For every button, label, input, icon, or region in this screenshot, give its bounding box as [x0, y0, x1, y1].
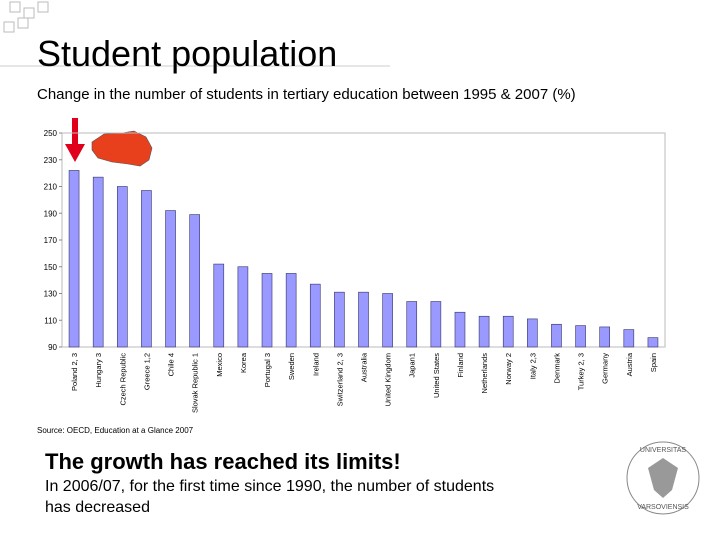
y-tick-label: 190 [44, 209, 58, 218]
bar [478, 315, 490, 348]
poland-map [91, 130, 153, 167]
x-tick-label: Australia [360, 352, 369, 382]
x-tick-label: Mexico [215, 353, 224, 377]
source: Source: OECD, Education at a Glance 2007 [37, 426, 194, 435]
bar [358, 291, 369, 348]
bar [213, 263, 225, 348]
x-tick-label: Czech Republic [118, 353, 127, 406]
x-tick-label: Germany [601, 353, 610, 384]
y-tick-label: 150 [44, 263, 58, 272]
y-tick-label: 250 [44, 129, 58, 138]
body-line: In 2006/07, for the first time since 199… [45, 478, 494, 495]
bar [406, 301, 418, 348]
x-tick-label: Portugal 3 [263, 353, 272, 387]
bar [575, 325, 586, 348]
x-tick-label: Hungary 3 [94, 353, 103, 388]
bar [261, 273, 273, 348]
heading: The growth has reached its limits! [45, 449, 401, 474]
slide-title: Student population [37, 33, 337, 74]
plot: 90 110 130 150 170 190 210 230 250 Poland 2, 3 Hun… [44, 129, 659, 413]
bar [527, 318, 538, 348]
arrow [65, 118, 85, 162]
x-tick-label: Ireland [311, 353, 320, 376]
y-tick-label: 230 [44, 156, 58, 165]
logo: UNIVERSITAS VARSOVIENSIS [626, 441, 700, 515]
bar [599, 326, 611, 348]
x-tick-label: Italy 2,3 [528, 353, 537, 379]
x-tick-label: Austria [625, 352, 634, 376]
x-tick-label: Switzerland 2, 3 [335, 353, 344, 406]
bar [551, 323, 562, 348]
x-tick-label: Finland [456, 353, 465, 378]
bar [141, 190, 152, 348]
x-tick-label: Netherlands [480, 353, 489, 394]
bar [68, 170, 80, 348]
x-tick-label: Greece 1,2 [142, 353, 151, 390]
bar [165, 210, 176, 348]
x-tick-label: Chile 4 [167, 353, 176, 376]
x-tick-label: United States [432, 353, 441, 398]
y-tick-label: 210 [44, 183, 58, 192]
x-tick-label: Denmark [552, 353, 561, 384]
bar [623, 329, 635, 348]
bar [237, 266, 249, 348]
y-tick-label: 170 [44, 236, 58, 245]
bar [285, 273, 297, 348]
bar [647, 337, 659, 348]
x-tick-label: Korea [239, 352, 248, 373]
x-tick-label: Spain [649, 353, 658, 372]
x-tick-label: Slovak Republic 1 [191, 353, 200, 413]
y-tick-label: 130 [44, 290, 58, 299]
logo-text: UNIVERSITAS [640, 447, 686, 454]
logo-text: VARSOVIENSIS [637, 504, 689, 511]
bar [430, 301, 442, 348]
bar [382, 293, 393, 348]
body-line: has decreased [45, 499, 150, 516]
x-tick-label: Norway 2 [504, 353, 513, 385]
bar [117, 186, 128, 348]
y-tick-label: 90 [48, 343, 57, 352]
decoration [0, 1, 390, 67]
x-tick-label: Turkey 2, 3 [577, 353, 586, 390]
x-tick-label: Poland 2, 3 [70, 353, 79, 391]
bar [92, 176, 104, 348]
x-tick-label: Sweden [287, 353, 296, 380]
bar [502, 315, 514, 348]
y-tick-label: 110 [44, 316, 57, 325]
bar [454, 311, 466, 348]
bar [334, 291, 345, 348]
bar [189, 214, 200, 348]
bar [309, 283, 321, 348]
x-tick-label: United Kingdom [384, 353, 393, 406]
x-tick-label: Japan1 [408, 353, 417, 378]
chart-title: Change in the number of students in tert… [37, 86, 576, 103]
